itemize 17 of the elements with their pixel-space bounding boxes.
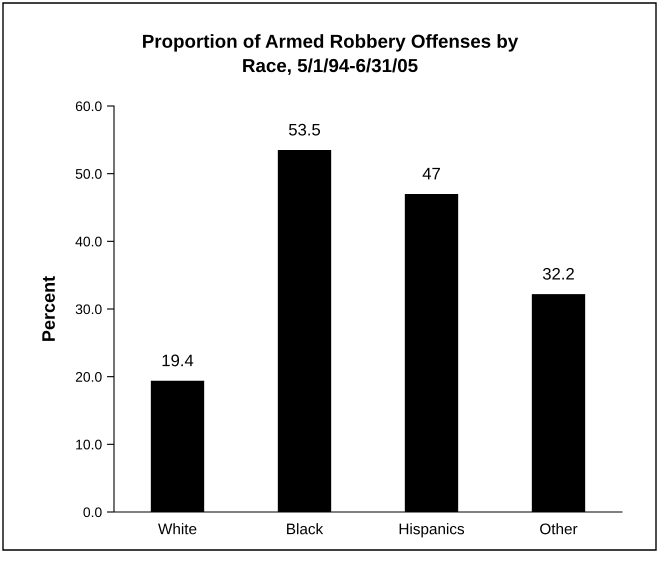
y-tick-label: 30.0 bbox=[76, 304, 102, 314]
data-label: 19.4 bbox=[162, 354, 194, 366]
data-label: 32.2 bbox=[542, 268, 574, 280]
y-axis-title: Percent bbox=[42, 276, 55, 341]
y-tick-label: 40.0 bbox=[75, 236, 102, 247]
y-tick-label: 0.0 bbox=[83, 507, 102, 518]
x-tick-label: Other bbox=[540, 523, 578, 534]
x-tick-label: Black bbox=[287, 523, 324, 534]
y-tick-label: 60.0 bbox=[76, 101, 102, 112]
data-label: 47 bbox=[422, 168, 440, 180]
x-tick-label: Hispanics bbox=[400, 523, 464, 538]
data-label: 53.5 bbox=[288, 124, 320, 136]
x-tick-label: White bbox=[158, 523, 196, 534]
y-tick-label: 10.0 bbox=[76, 440, 102, 450]
y-tick-label: 20.0 bbox=[76, 372, 102, 382]
y-tick-label: 50.0 bbox=[76, 169, 102, 179]
chart-title: Proportion of Armed Robbery Offenses by Race, 5/1/94-6/31/05 bbox=[143, 34, 518, 75]
